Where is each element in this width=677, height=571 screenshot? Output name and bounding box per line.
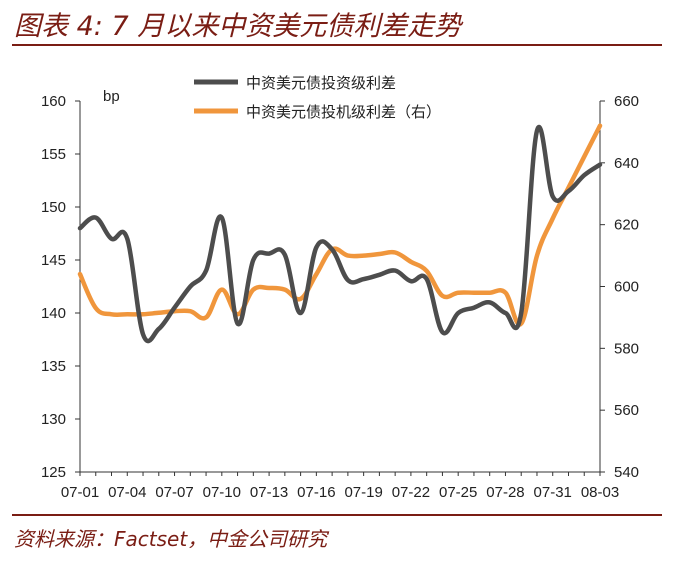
y-left-tick-label: 125	[41, 464, 66, 481]
y-right-tick-label: 580	[614, 340, 639, 357]
y-left-tick-label: 160	[41, 93, 66, 110]
y-right-tick-label: 660	[614, 93, 639, 110]
source-divider	[12, 514, 662, 516]
y-right-tick-label: 640	[614, 155, 639, 172]
y-unit-label: bp	[103, 88, 120, 105]
x-tick-label: 07-25	[439, 484, 477, 501]
x-tick-label: 07-19	[344, 484, 382, 501]
x-tick-label: 07-01	[61, 484, 99, 501]
y-left-tick-label: 155	[41, 146, 66, 163]
x-tick-label: 07-16	[297, 484, 335, 501]
series-line-investment-grade	[77, 125, 603, 344]
y-right-tick-label: 600	[614, 279, 639, 296]
y-left-tick-label: 140	[41, 305, 66, 322]
y-right-tick-label: 560	[614, 402, 639, 419]
x-tick-label: 07-07	[155, 484, 193, 501]
y-left-tick-label: 135	[41, 358, 66, 375]
x-tick-label: 07-22	[392, 484, 430, 501]
x-tick-label: 07-31	[534, 484, 572, 501]
y-right-tick-label: 540	[614, 464, 639, 481]
x-tick-label: 07-28	[486, 484, 524, 501]
y-left-tick-label: 150	[41, 199, 66, 216]
line-chart: 125 130 135 140 145 150 155 160 540 560 580 600 620 6…	[41, 74, 639, 501]
title-divider	[12, 44, 662, 46]
y-right-tick-label: 620	[614, 217, 639, 234]
legend-label-high-yield: 中资美元债投机级利差（右）	[246, 103, 441, 121]
x-tick-label: 07-04	[108, 484, 146, 501]
chart-title: 图表 4: 7 月以来中资美元债利差走势	[14, 11, 462, 42]
chart-axes: 125 130 135 140 145 150 155 160 540 560 580 600 620 6…	[41, 88, 639, 501]
source-note: 资料来源：Factset，中金公司研究	[14, 527, 328, 551]
legend-label-investment-grade: 中资美元债投资级利差	[246, 74, 396, 92]
y-left-tick-label: 145	[41, 252, 66, 269]
y-left-tick-label: 130	[41, 411, 66, 428]
x-tick-label: 07-10	[203, 484, 241, 501]
x-tick-label: 08-03	[581, 484, 619, 501]
x-tick-label: 07-13	[250, 484, 288, 501]
series-line-high-yield	[77, 123, 603, 327]
chart-lines	[77, 123, 603, 344]
